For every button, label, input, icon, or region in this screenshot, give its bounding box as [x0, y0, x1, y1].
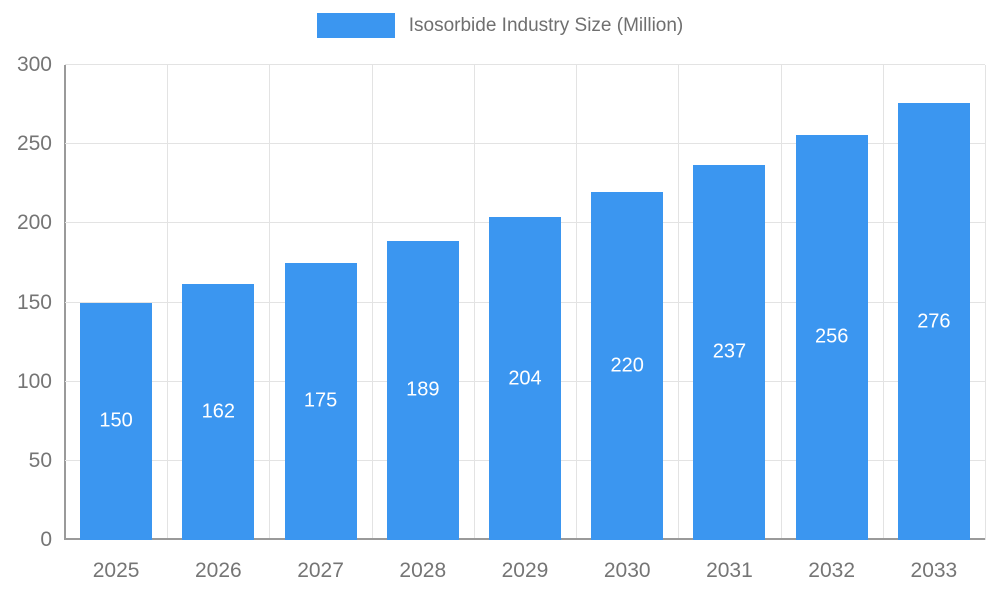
bar-2028[interactable]: 189	[386, 240, 459, 540]
y-tick-label: 50	[28, 448, 52, 472]
vertical-gridline	[985, 65, 986, 540]
x-tick-label: 2029	[501, 559, 549, 582]
plot-area: 150 162 175 189 204 220 237 256 276	[64, 64, 986, 540]
y-tick-label: 100	[16, 369, 52, 393]
x-tick-label: 2028	[399, 559, 447, 582]
chart-legend: Isosorbide Industry Size (Million)	[0, 13, 1000, 38]
y-tick-label: 250	[16, 132, 52, 156]
x-tick-label: 2027	[297, 559, 344, 582]
y-tick-label: 200	[16, 211, 52, 235]
bar-2030[interactable]: 220	[591, 191, 664, 540]
legend-swatch	[316, 13, 395, 38]
x-tick-label: 2026	[194, 559, 242, 582]
vertical-gridline	[882, 65, 884, 540]
vertical-gridline	[371, 65, 373, 540]
x-tick-label: 2033	[910, 559, 958, 582]
vertical-gridline	[780, 65, 782, 540]
y-axis-line	[64, 65, 66, 540]
x-tick-label: 2032	[808, 559, 856, 582]
bar-value-label: 189	[406, 378, 440, 401]
y-tick-label: 300	[16, 53, 52, 76]
bar-2025[interactable]: 150	[80, 302, 153, 540]
y-tick-label: 0	[40, 528, 52, 551]
bar-2031[interactable]: 237	[693, 164, 766, 540]
bar-value-label: 220	[610, 354, 644, 377]
bar-value-label: 256	[814, 325, 849, 348]
vertical-gridline	[576, 65, 578, 540]
bar-value-label: 204	[508, 367, 542, 389]
vertical-gridline	[473, 65, 475, 540]
bar-value-label: 276	[917, 310, 951, 332]
bar-2033[interactable]: 276	[897, 103, 970, 540]
bar-value-label: 150	[99, 409, 133, 432]
x-tick-label: 2031	[706, 559, 753, 582]
bar-2029[interactable]: 204	[489, 217, 561, 540]
horizontal-gridline	[65, 143, 985, 145]
vertical-gridline	[678, 65, 680, 540]
y-tick-label: 150	[16, 290, 52, 314]
vertical-gridline	[269, 65, 271, 540]
bar-2032[interactable]: 256	[795, 134, 868, 540]
bar-2027[interactable]: 175	[284, 262, 357, 540]
vertical-gridline	[167, 65, 169, 540]
legend-label: Isosorbide Industry Size (Million)	[408, 14, 684, 36]
horizontal-gridline	[65, 64, 985, 65]
x-tick-label: 2025	[92, 559, 140, 582]
bar-2026[interactable]: 162	[182, 283, 255, 540]
bar-value-label: 175	[303, 389, 338, 412]
x-tick-label: 2030	[603, 559, 651, 582]
bar-value-label: 237	[712, 340, 747, 363]
bar-value-label: 162	[201, 400, 236, 423]
